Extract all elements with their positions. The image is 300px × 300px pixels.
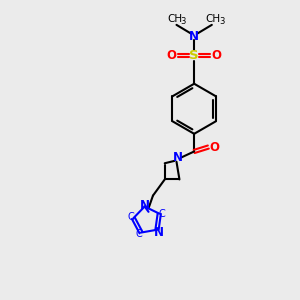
Text: S: S	[189, 49, 199, 62]
Text: 3: 3	[219, 17, 224, 26]
Text: N: N	[173, 151, 183, 164]
Text: O: O	[210, 141, 220, 154]
Text: CH: CH	[167, 14, 183, 24]
Text: C: C	[127, 212, 134, 222]
Text: O: O	[212, 49, 222, 62]
Text: C: C	[159, 208, 166, 219]
Text: N: N	[189, 30, 199, 43]
Text: N: N	[154, 226, 164, 238]
Text: C: C	[135, 229, 142, 239]
Text: CH: CH	[206, 14, 221, 24]
Text: O: O	[167, 49, 176, 62]
Text: N: N	[140, 199, 150, 212]
Text: 3: 3	[181, 17, 186, 26]
